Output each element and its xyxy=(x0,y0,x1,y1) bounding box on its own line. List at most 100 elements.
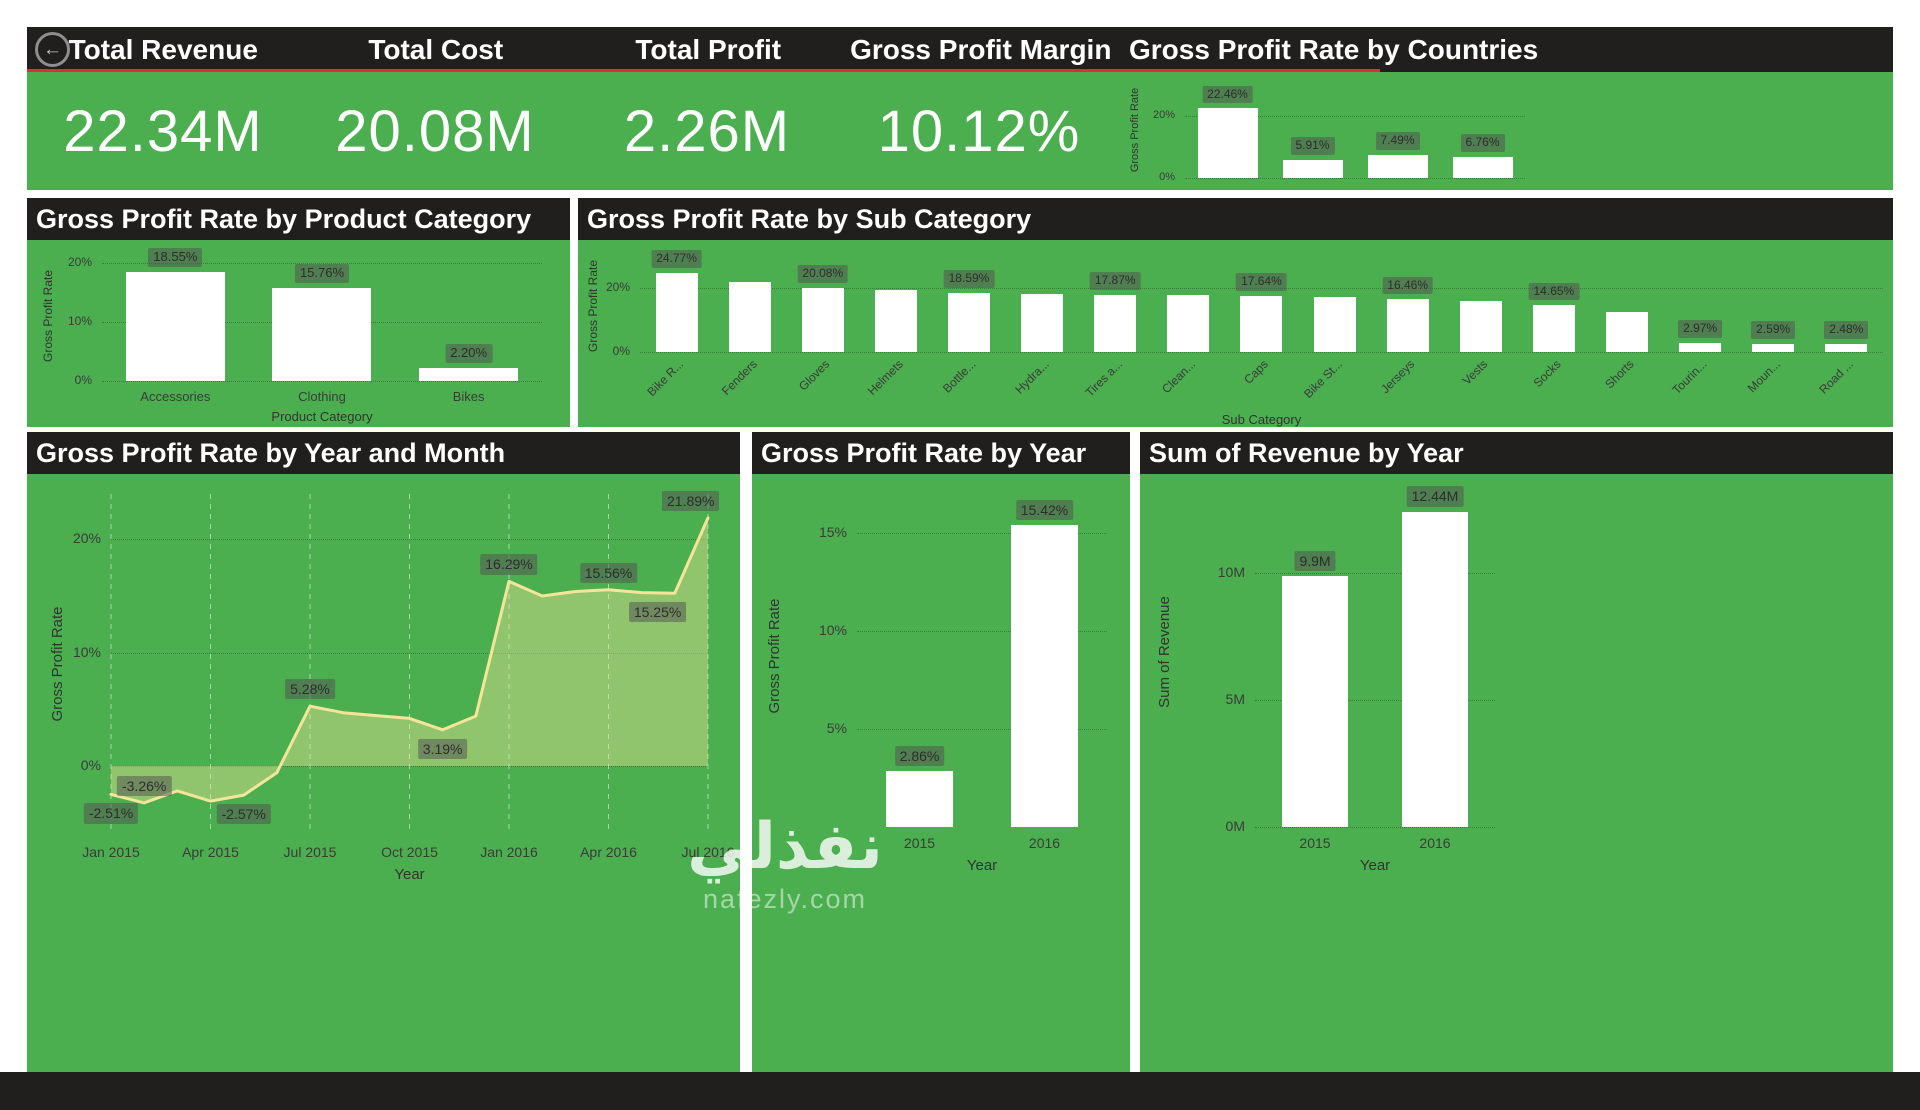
bar-value-label: 20.08% xyxy=(797,265,849,283)
gridline xyxy=(1185,116,1525,118)
bar-2015[interactable] xyxy=(1282,575,1348,827)
x-category-label: Fenders xyxy=(718,357,760,399)
bar-group: 20.08% Gloves xyxy=(796,260,849,393)
bar-fenders[interactable] xyxy=(728,281,771,352)
bar-value-label: 2.20% xyxy=(445,344,493,364)
point-value-label: -3.26% xyxy=(116,775,172,797)
bar-group: Clean... xyxy=(1159,260,1210,396)
gridline xyxy=(640,352,1883,353)
x-category-label: Bikes xyxy=(452,389,485,404)
bars-container: 18.55% Accessories 15.76% Clothing 2.20% Bike… xyxy=(102,247,542,404)
bar-value-label: 9.9M xyxy=(1294,550,1336,571)
kpi-value-total-profit: 2.26M xyxy=(623,98,791,164)
kpi-title-total-revenue: Total Revenue xyxy=(68,34,258,65)
bar-group: 15.42% 2016 xyxy=(1011,484,1078,851)
panel-sub-category: Gross Profit Rate by Sub Category Gross … xyxy=(578,198,1893,427)
bar-group: 2.20% Bikes xyxy=(419,251,519,404)
bar-group: 16.46% Jerseys xyxy=(1378,260,1433,396)
trend-line xyxy=(109,516,710,805)
point-value-label: 3.19% xyxy=(417,738,468,760)
x-tick-label: Jan 2016 xyxy=(480,844,538,860)
x-tick-label: Apr 2015 xyxy=(182,844,239,860)
bar-2[interactable] xyxy=(1367,154,1428,178)
bar-jerseys[interactable] xyxy=(1386,299,1429,352)
bar-value-label: 15.42% xyxy=(1015,499,1074,520)
y-tick-label: 0M xyxy=(1225,817,1245,834)
bar-clothing[interactable] xyxy=(272,288,372,381)
x-axis-title: Year xyxy=(394,866,425,883)
gridline xyxy=(1185,178,1525,179)
x-category-label: Moun... xyxy=(1744,357,1784,396)
chart-sub-category: Gross Profit Rate 0% 20% Sub Category 24.77%… xyxy=(578,240,1893,427)
bar-group: 22.46% xyxy=(1197,82,1258,178)
bar-0[interactable] xyxy=(1197,108,1258,178)
bar-hydra[interactable] xyxy=(1021,293,1064,352)
bar-2016[interactable] xyxy=(1402,511,1468,827)
kpi-value-total-revenue: 22.34M xyxy=(63,98,263,164)
bar-value-label: 18.55% xyxy=(148,247,203,267)
x-tick-label: Jul 2016 xyxy=(681,844,735,860)
x-tick-label: Oct 2015 xyxy=(381,844,438,860)
point-value-label: -2.51% xyxy=(83,803,139,824)
y-tick-label: 10% xyxy=(72,643,101,660)
bar-group: Hydra... xyxy=(1012,260,1064,397)
bar-group: 24.77% Bike R... xyxy=(644,250,702,399)
bar-1[interactable] xyxy=(1282,159,1343,178)
kpi-title-gross-profit-margin: Gross Profit Margin xyxy=(850,34,1112,65)
bar-bike-st[interactable] xyxy=(1313,297,1356,352)
y-axis-title: Gross Profit Rate xyxy=(586,259,600,353)
chart-revenue-year: Sum of Revenue 0M 5M 10M Year 9.9M 2015 12.44M 2… xyxy=(1140,474,1893,1072)
bar-bikes[interactable] xyxy=(419,368,519,381)
y-tick-label: 20% xyxy=(72,530,101,547)
bar-bottle[interactable] xyxy=(947,292,990,352)
bar-group: Vests xyxy=(1459,260,1502,388)
bar-value-label: 14.65% xyxy=(1528,282,1580,301)
x-category-label: Tires a... xyxy=(1082,357,1126,400)
bar-accessories[interactable] xyxy=(125,271,225,381)
area-fill xyxy=(111,517,708,803)
bar-group: 2.59% Moun... xyxy=(1745,260,1796,395)
bar-group: 17.87% Tires a... xyxy=(1083,260,1141,400)
bar-vests[interactable] xyxy=(1459,301,1502,352)
bar-gloves[interactable] xyxy=(801,287,844,352)
bar-helmets[interactable] xyxy=(874,290,917,352)
bars-container: 22.46% 5.91% 7.49% 6.76% xyxy=(1185,82,1525,178)
y-tick-label: 10% xyxy=(818,621,847,638)
kpi-header-row: Total Revenue Total Cost Total Profit Gr… xyxy=(27,27,1117,72)
gridline xyxy=(102,381,542,382)
y-tick-label: 0% xyxy=(1159,170,1175,183)
bar-socks[interactable] xyxy=(1532,305,1575,352)
x-category-label: Shorts xyxy=(1602,357,1637,392)
bar-clean[interactable] xyxy=(1167,295,1210,352)
x-category-label: 2016 xyxy=(1419,835,1451,851)
bar-value-label: 12.44M xyxy=(1406,486,1464,507)
x-category-label: Accessories xyxy=(140,389,211,404)
x-category-label: Vests xyxy=(1459,357,1491,388)
x-axis-title: Year xyxy=(1359,857,1391,874)
bar-group: 9.9M 2015 xyxy=(1282,477,1348,851)
bar-shorts[interactable] xyxy=(1605,312,1648,352)
gridline xyxy=(111,539,708,541)
y-tick-label: 20% xyxy=(1152,108,1175,121)
x-axis-title: Sub Category xyxy=(1221,412,1302,427)
gridline xyxy=(857,631,1107,632)
x-category-label: Helmets xyxy=(864,357,906,399)
bar-caps[interactable] xyxy=(1240,295,1283,352)
back-button[interactable]: ← xyxy=(35,32,70,67)
bar-group: Shorts xyxy=(1602,260,1648,391)
bar-2015[interactable] xyxy=(886,770,953,827)
bar-group: 2.48% Road ... xyxy=(1817,260,1869,397)
bar-group: 5.91% xyxy=(1282,82,1343,178)
bar-moun[interactable] xyxy=(1752,343,1795,352)
chart-title-year-month: Gross Profit Rate by Year and Month xyxy=(27,432,740,474)
bar-tourin[interactable] xyxy=(1679,342,1722,352)
x-category-label: 2016 xyxy=(1028,835,1061,851)
panel-year-month: Gross Profit Rate by Year and Month Gros… xyxy=(27,432,740,1072)
bar-road[interactable] xyxy=(1825,344,1868,352)
x-axis-title: Product Category xyxy=(271,409,373,424)
bar-bike-r[interactable] xyxy=(655,272,698,352)
bar-3[interactable] xyxy=(1452,157,1513,178)
bar-tires-a[interactable] xyxy=(1094,294,1137,352)
x-tick-label: Jan 2015 xyxy=(82,844,140,860)
bar-2016[interactable] xyxy=(1011,524,1078,827)
